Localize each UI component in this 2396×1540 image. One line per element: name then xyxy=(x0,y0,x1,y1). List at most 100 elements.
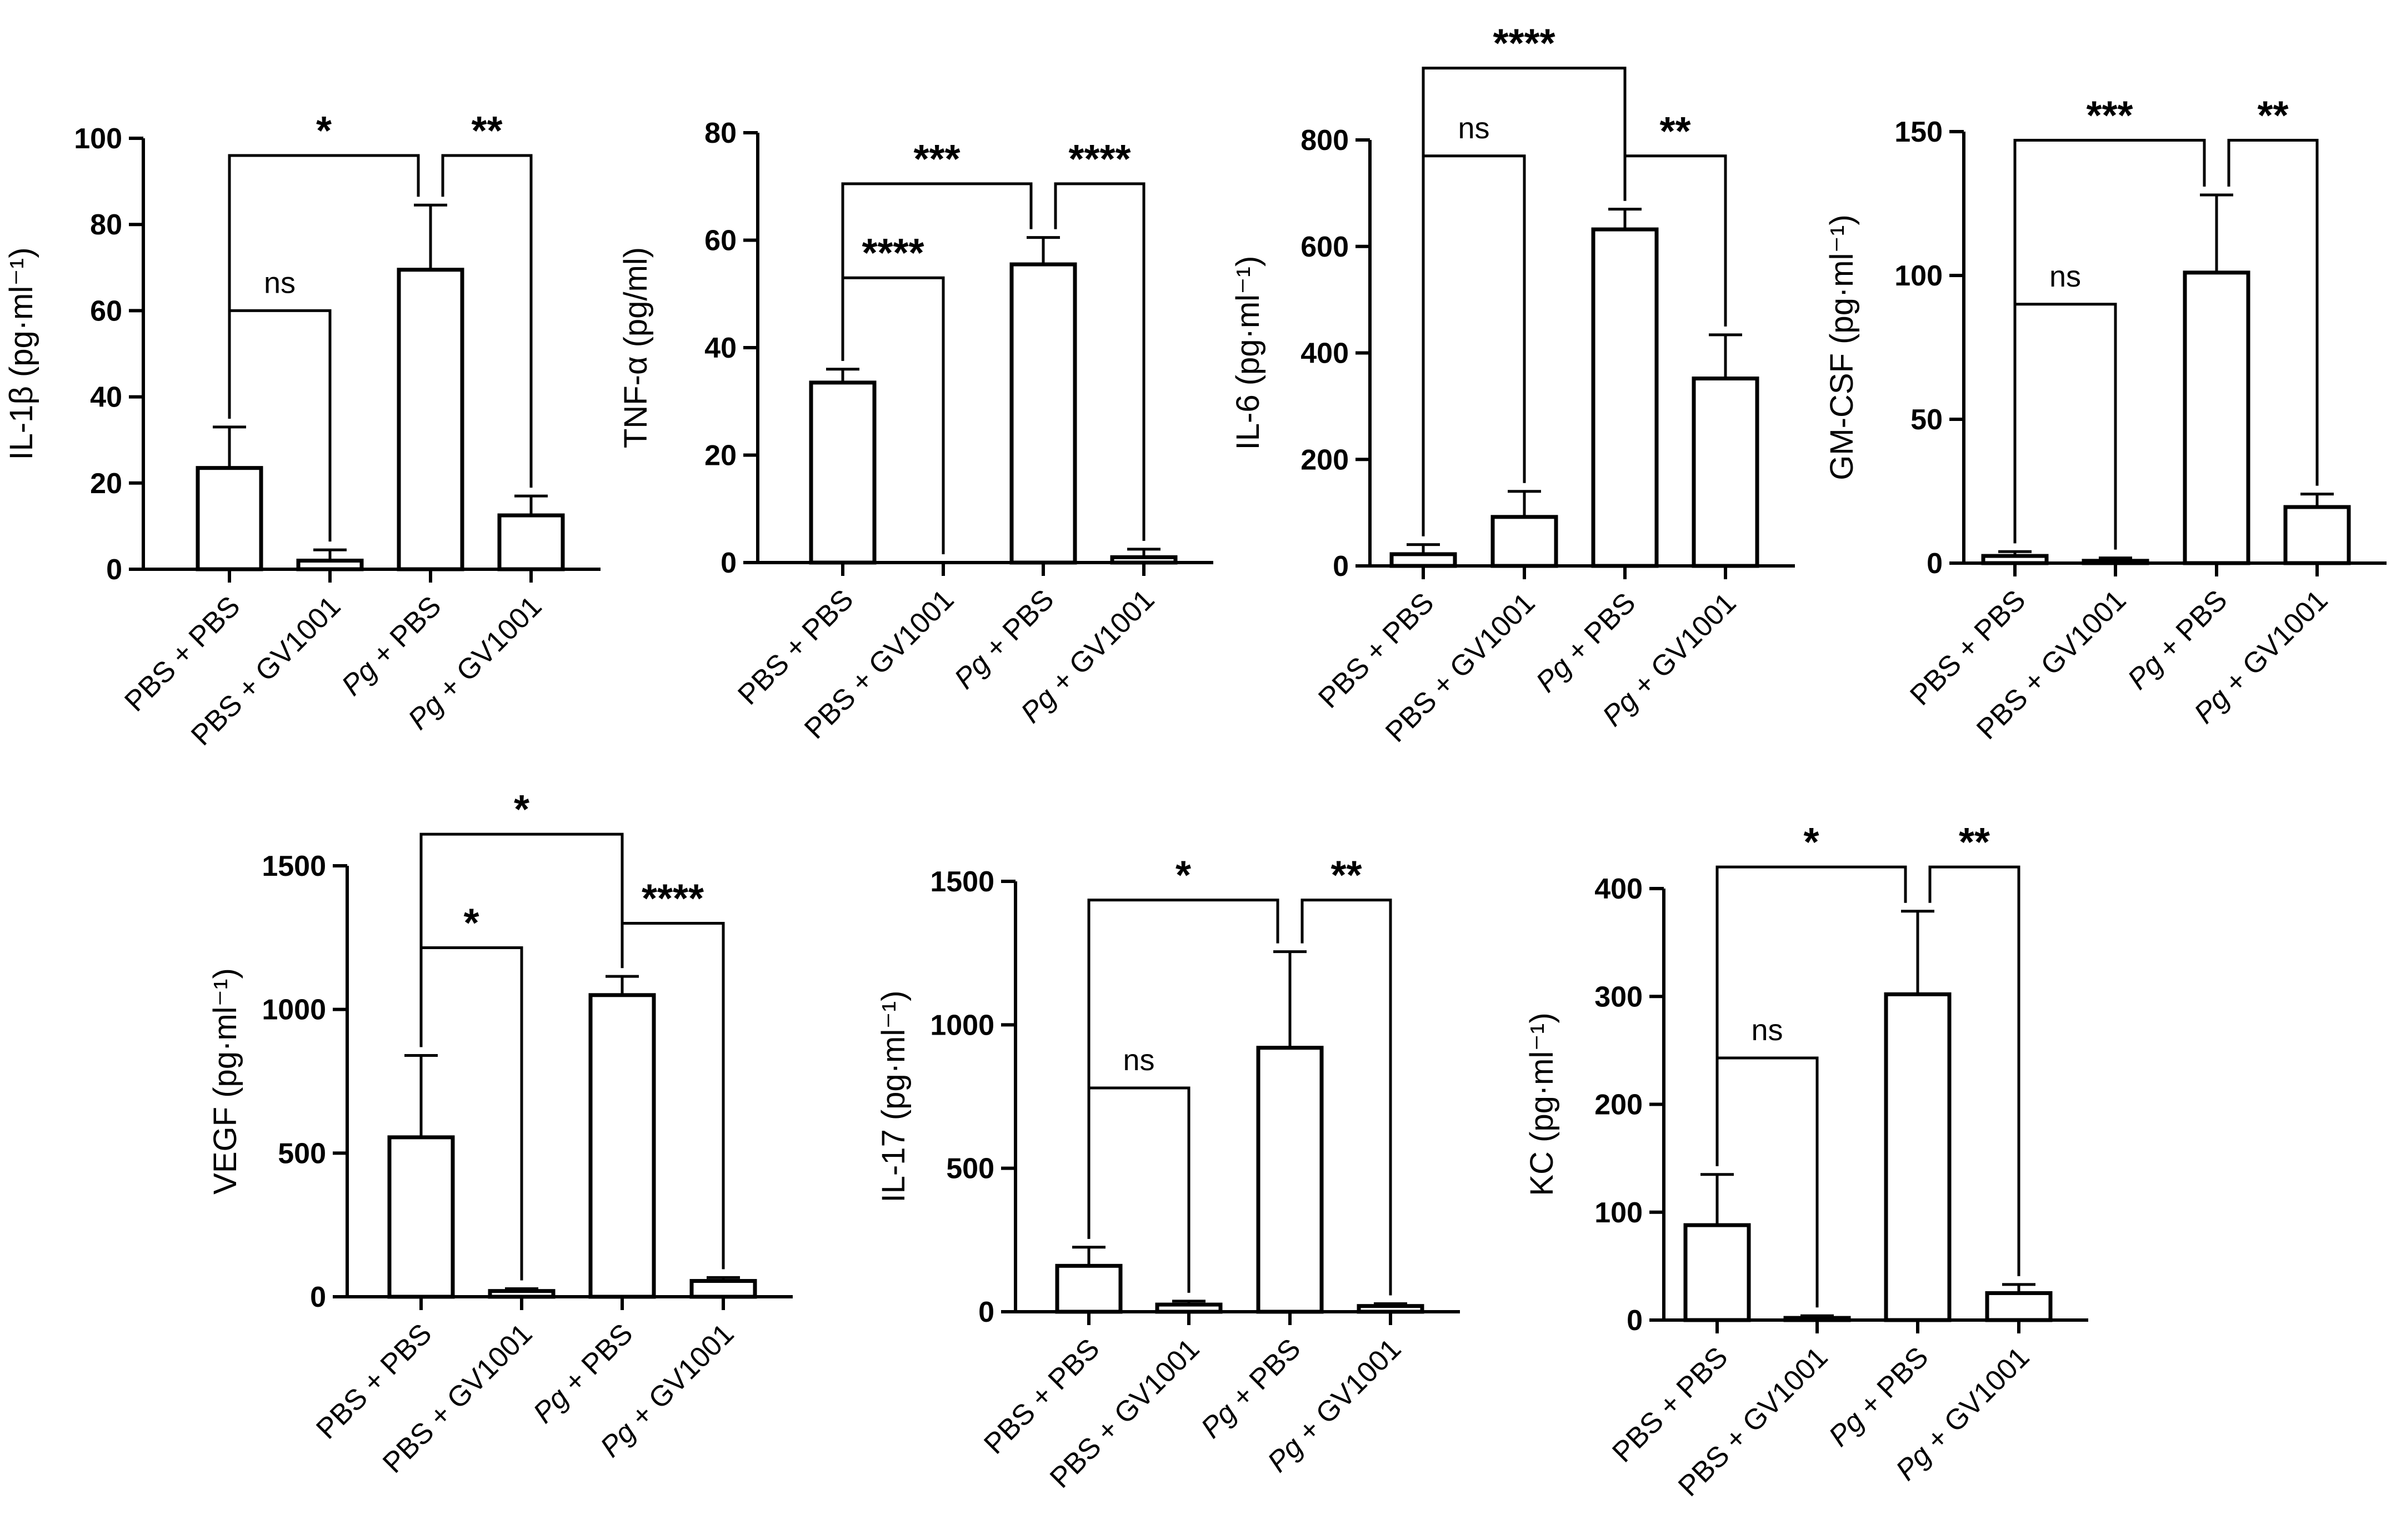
significance-bracket xyxy=(1928,865,2020,1276)
significance-bracket xyxy=(2227,139,2319,486)
significance-label: ** xyxy=(1959,820,1990,865)
y-tick-label: 1000 xyxy=(930,1009,994,1041)
y-tick-label: 0 xyxy=(1333,550,1349,583)
significance-label: **** xyxy=(1493,22,1555,66)
bar xyxy=(1981,554,2049,565)
significance-label: ** xyxy=(1330,854,1362,898)
bar xyxy=(1985,1291,2053,1322)
significance-bracket xyxy=(841,182,1033,361)
significance-label: ns xyxy=(2049,260,2081,293)
significance-label: ns xyxy=(264,266,296,299)
bar xyxy=(1884,992,1952,1322)
bar xyxy=(1783,1316,1851,1322)
y-tick-label: 0 xyxy=(310,1281,326,1313)
y-tick-label: 600 xyxy=(1300,231,1349,263)
y-tick-label: 1500 xyxy=(930,866,994,898)
y-tick-label: 60 xyxy=(704,225,737,257)
y-tick-label: 400 xyxy=(1300,338,1349,370)
bar xyxy=(1256,1046,1324,1314)
y-tick-label: 60 xyxy=(90,295,122,327)
bar xyxy=(1591,227,1659,568)
y-tick-label: 150 xyxy=(1894,116,1943,148)
significance-label: * xyxy=(463,901,479,945)
y-tick-label: 0 xyxy=(106,554,122,586)
significance-label: ** xyxy=(1659,109,1690,154)
y-tick-label: 300 xyxy=(1594,981,1643,1013)
significance-label: * xyxy=(316,109,332,153)
significance-bracket xyxy=(2013,139,2206,544)
y-tick-label: 40 xyxy=(90,382,122,414)
bar xyxy=(2082,559,2149,565)
y-axis-label: TNF-α (pg/ml) xyxy=(618,247,654,448)
bar xyxy=(488,1289,556,1299)
significance-bracket xyxy=(1422,67,1627,536)
bar xyxy=(1389,552,1457,568)
significance-label: *** xyxy=(913,137,960,182)
bar xyxy=(387,1135,455,1299)
significance-bracket xyxy=(1300,899,1392,1296)
y-tick-label: 0 xyxy=(1927,548,1943,580)
bar xyxy=(689,1279,757,1299)
y-axis-label: IL-1β (pg·ml⁻¹) xyxy=(3,247,39,460)
significance-label: *** xyxy=(2086,94,2133,138)
significance-bracket xyxy=(1087,1086,1191,1293)
significance-bracket xyxy=(2013,303,2117,550)
bar xyxy=(1055,1263,1123,1314)
significance-label: ** xyxy=(2257,94,2288,138)
y-tick-label: 50 xyxy=(1910,404,1943,436)
y-tick-label: 0 xyxy=(1627,1305,1643,1337)
y-tick-label: 20 xyxy=(90,468,122,500)
significance-label: ns xyxy=(1751,1014,1783,1047)
y-tick-label: 100 xyxy=(74,123,122,155)
significance-bracket xyxy=(1422,154,1526,536)
significance-label: * xyxy=(514,787,529,832)
y-axis-label: GM-CSF (pg·ml⁻¹) xyxy=(1824,214,1860,480)
significance-label: ns xyxy=(1123,1044,1154,1077)
significance-label: **** xyxy=(862,231,924,275)
significance-label: * xyxy=(1803,820,1819,865)
y-axis-label: IL-17 (pg·ml⁻¹) xyxy=(876,991,912,1203)
y-axis-label: IL-6 (pg·ml⁻¹) xyxy=(1230,256,1266,450)
y-tick-label: 500 xyxy=(278,1137,326,1170)
y-tick-label: 500 xyxy=(946,1153,994,1185)
y-axis-label: KC (pg·ml⁻¹) xyxy=(1524,1012,1560,1196)
y-tick-label: 1500 xyxy=(262,850,326,882)
y-tick-label: 100 xyxy=(1894,260,1943,292)
significance-label: **** xyxy=(1068,137,1131,182)
y-tick-label: 40 xyxy=(704,332,737,364)
y-tick-label: 20 xyxy=(704,440,737,472)
bar xyxy=(1009,262,1077,565)
y-tick-label: 100 xyxy=(1594,1197,1643,1229)
y-tick-label: 0 xyxy=(721,547,737,579)
y-tick-label: 200 xyxy=(1300,444,1349,476)
significance-label: **** xyxy=(642,876,704,921)
bar xyxy=(497,513,565,571)
significance-bracket xyxy=(1087,899,1279,1239)
bar xyxy=(1110,555,1178,565)
y-tick-label: 80 xyxy=(90,209,122,241)
y-tick-label: 200 xyxy=(1594,1089,1643,1121)
y-tick-label: 80 xyxy=(704,117,737,149)
significance-bracket xyxy=(1054,182,1146,541)
bar xyxy=(296,558,364,571)
y-tick-label: 1000 xyxy=(262,994,326,1026)
bar xyxy=(397,268,464,571)
significance-bracket xyxy=(441,154,533,488)
y-tick-label: 0 xyxy=(978,1296,994,1328)
bar xyxy=(2183,270,2250,565)
bar xyxy=(1490,515,1558,568)
y-tick-label: 800 xyxy=(1300,124,1349,157)
bar xyxy=(1357,1304,1424,1314)
bar xyxy=(1155,1302,1223,1314)
significance-bracket xyxy=(1715,865,1907,1166)
bar xyxy=(2283,505,2351,565)
y-axis-label: VEGF (pg·ml⁻¹) xyxy=(207,968,243,1195)
